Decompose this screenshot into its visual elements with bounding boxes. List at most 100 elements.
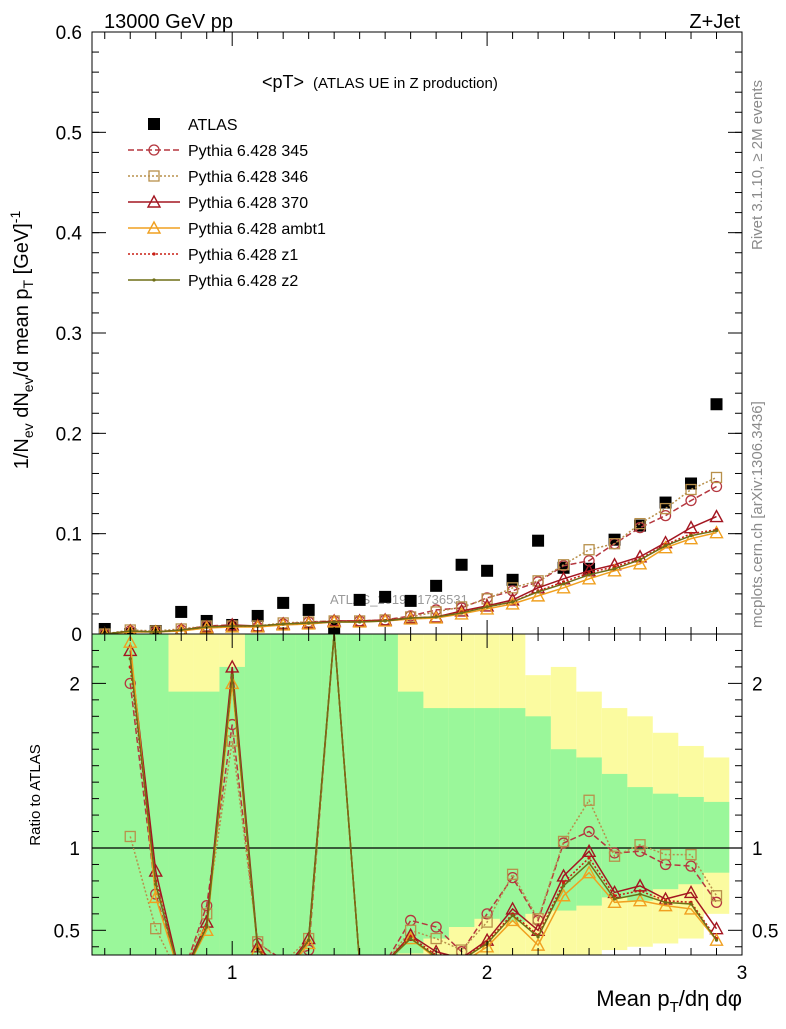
top-series-point [634, 517, 646, 530]
ratio-band-inner [652, 793, 679, 890]
ratio-series-point [510, 913, 515, 918]
top-series-point [685, 494, 697, 507]
top-series-point [434, 615, 438, 619]
ratio-band-inner [346, 634, 373, 955]
top-series-point [281, 622, 285, 626]
ratio-series-point [205, 925, 209, 929]
ratio-panel-frame [91, 633, 743, 956]
legend-marker [146, 194, 162, 208]
ratio-series-point [587, 861, 591, 865]
ratio-series-point [587, 856, 591, 860]
chart-title: <pT> (ATLAS UE in Z production) [262, 72, 498, 92]
legend-marker [152, 252, 156, 256]
top-series-point [479, 601, 495, 615]
header-right-label: Z+Jet [689, 11, 740, 33]
top-series-point [659, 509, 672, 522]
ratio-series-point [561, 884, 566, 888]
ratio-series-point [709, 932, 724, 946]
ratio-series-5 [128, 634, 719, 955]
ratio-series-point [581, 865, 597, 879]
top-series-point [685, 477, 698, 490]
top-series-point [532, 534, 545, 547]
ratio-band-inner [372, 634, 398, 955]
ratio-series-point [123, 634, 138, 648]
legend-marker [148, 144, 160, 156]
top-series-point [404, 594, 417, 607]
ratio-series-point [634, 845, 646, 857]
top-series-point [685, 483, 697, 496]
ratio-series-point [557, 835, 570, 848]
ratio-series-point [658, 891, 673, 905]
top-series-point [479, 598, 495, 612]
ratio-series-line [129, 634, 718, 955]
top-series-point [608, 533, 621, 546]
ratio-band-inner [397, 691, 424, 954]
ratio-band-inner [474, 708, 500, 919]
ratio-series-point [607, 894, 622, 909]
legend-label: Pythia 6.428 370 [188, 195, 308, 212]
ratio-series-point [685, 848, 697, 861]
top-series-point [659, 502, 672, 515]
top-y-axis-label: 1/Nev dNev/d mean pT [GeV]-1 [7, 211, 36, 470]
top-y-tick-label: 0.2 [56, 424, 82, 445]
ratio-series-point [455, 944, 468, 955]
top-series-point [358, 620, 362, 624]
legend-label: Pythia 6.428 345 [188, 143, 308, 160]
ratio-band-inner [423, 708, 449, 939]
ratio-series-point [658, 898, 673, 912]
top-y-tick-label: 0.3 [56, 324, 82, 345]
legend-marker [146, 220, 162, 234]
ratio-series-point [154, 882, 158, 886]
ratio-y-tick-label-right: 2 [752, 674, 763, 695]
top-series-point [460, 611, 464, 615]
ratio-series-point [689, 902, 693, 906]
ratio-y-tick-label-right: 1 [752, 839, 763, 860]
ratio-series-point [683, 884, 699, 899]
top-series-point [583, 544, 595, 556]
ratio-series-point [556, 888, 571, 902]
ratio-series-point [225, 675, 240, 690]
ratio-series-point [663, 900, 668, 904]
top-series-point [455, 558, 468, 571]
ratio-band-inner [168, 691, 194, 955]
top-series-point [251, 609, 264, 622]
ratio-series-point [481, 916, 493, 928]
top-y-tick-label: 0.4 [56, 224, 83, 245]
top-series-point [505, 592, 520, 606]
ratio-series-point [583, 825, 595, 838]
ratio-series-point [634, 839, 646, 851]
legend-marker [152, 278, 156, 282]
top-series-point [175, 605, 188, 618]
top-series-point [256, 624, 260, 628]
ratio-series-point [638, 889, 642, 893]
analysis-watermark: ATLAS_2019_I1736531 [330, 592, 468, 607]
legend-label: Pythia 6.428 346 [188, 169, 308, 186]
legend-marker [148, 170, 160, 182]
ratio-series-point [608, 850, 621, 862]
ratio-y-tick-label: 2 [69, 674, 80, 695]
ratio-series-point [710, 890, 723, 902]
ratio-series-point [123, 642, 138, 657]
top-series-point [561, 582, 566, 586]
top-series-point [379, 590, 392, 603]
ratio-band-inner [525, 716, 551, 914]
ratio-band-inner [117, 634, 143, 955]
top-series-point [302, 603, 315, 616]
top-y-tick-label: 0.6 [56, 23, 82, 44]
top-series-point [454, 603, 469, 617]
ratio-band-inner [678, 796, 704, 885]
top-series-point [632, 556, 648, 570]
legend: ATLAS Pythia 6.428 345 Pythia 6.428 346 Pyt… [128, 117, 326, 290]
top-series-point [205, 625, 209, 629]
top-series-point [709, 509, 724, 523]
ratio-series-point [128, 657, 132, 661]
ratio-band-inner [92, 634, 118, 955]
top-series-6 [103, 529, 719, 634]
header-left-label: 13000 GeV pp [104, 11, 233, 33]
legend-label: ATLAS [188, 117, 238, 134]
ratio-series-point [150, 923, 162, 935]
ratio-series-point [710, 896, 723, 908]
ratio-series-line [129, 634, 718, 955]
